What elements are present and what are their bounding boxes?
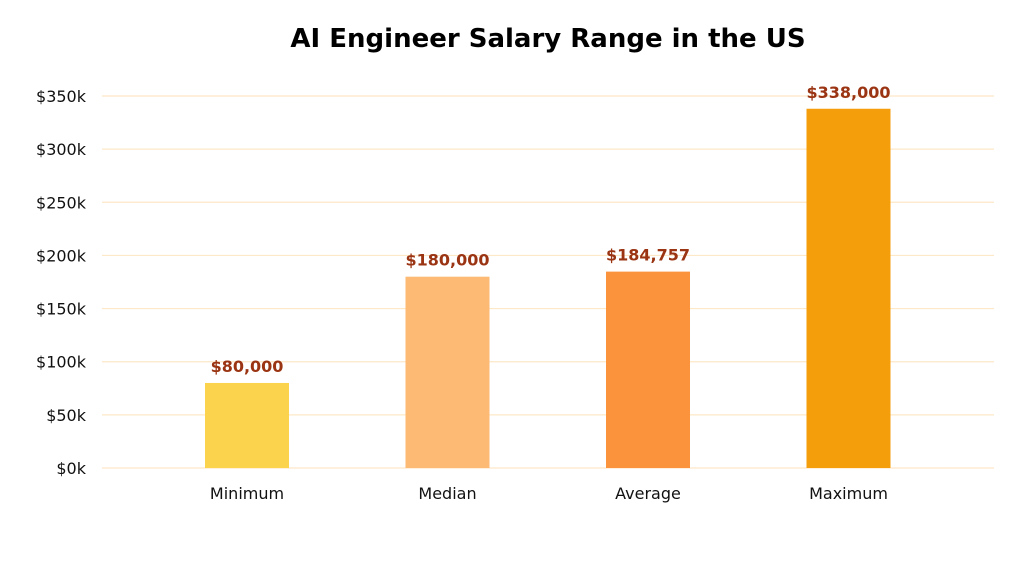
- data-label: $80,000: [211, 357, 284, 376]
- y-tick-label: $50k: [46, 406, 87, 425]
- y-tick-label: $250k: [36, 193, 87, 212]
- x-tick-label: Median: [418, 484, 476, 503]
- y-tick-label: $300k: [36, 140, 87, 159]
- bar-average: [606, 271, 690, 468]
- data-labels: $80,000 $180,000 $184,757 $338,000: [211, 83, 891, 376]
- y-axis-ticks: $0k $50k $100k $150k $200k $250k $300k $350k: [36, 87, 87, 478]
- x-tick-label: Maximum: [809, 484, 888, 503]
- data-label: $184,757: [606, 246, 690, 265]
- data-label: $338,000: [806, 83, 890, 102]
- bar-maximum: [806, 108, 891, 469]
- y-tick-label: $100k: [36, 353, 87, 372]
- y-tick-label: $0k: [56, 459, 86, 478]
- chart-title: AI Engineer Salary Range in the US: [290, 24, 805, 54]
- bar-median: [405, 276, 490, 468]
- y-tick-label: $150k: [36, 300, 87, 319]
- y-tick-label: $350k: [36, 87, 87, 106]
- bars: [205, 108, 891, 469]
- data-label: $180,000: [405, 251, 489, 270]
- x-axis-ticks: Minimum Median Average Maximum: [210, 484, 888, 503]
- x-tick-label: Minimum: [210, 484, 284, 503]
- y-tick-label: $200k: [36, 246, 87, 265]
- x-tick-label: Average: [615, 484, 681, 503]
- bar-minimum: [205, 382, 289, 468]
